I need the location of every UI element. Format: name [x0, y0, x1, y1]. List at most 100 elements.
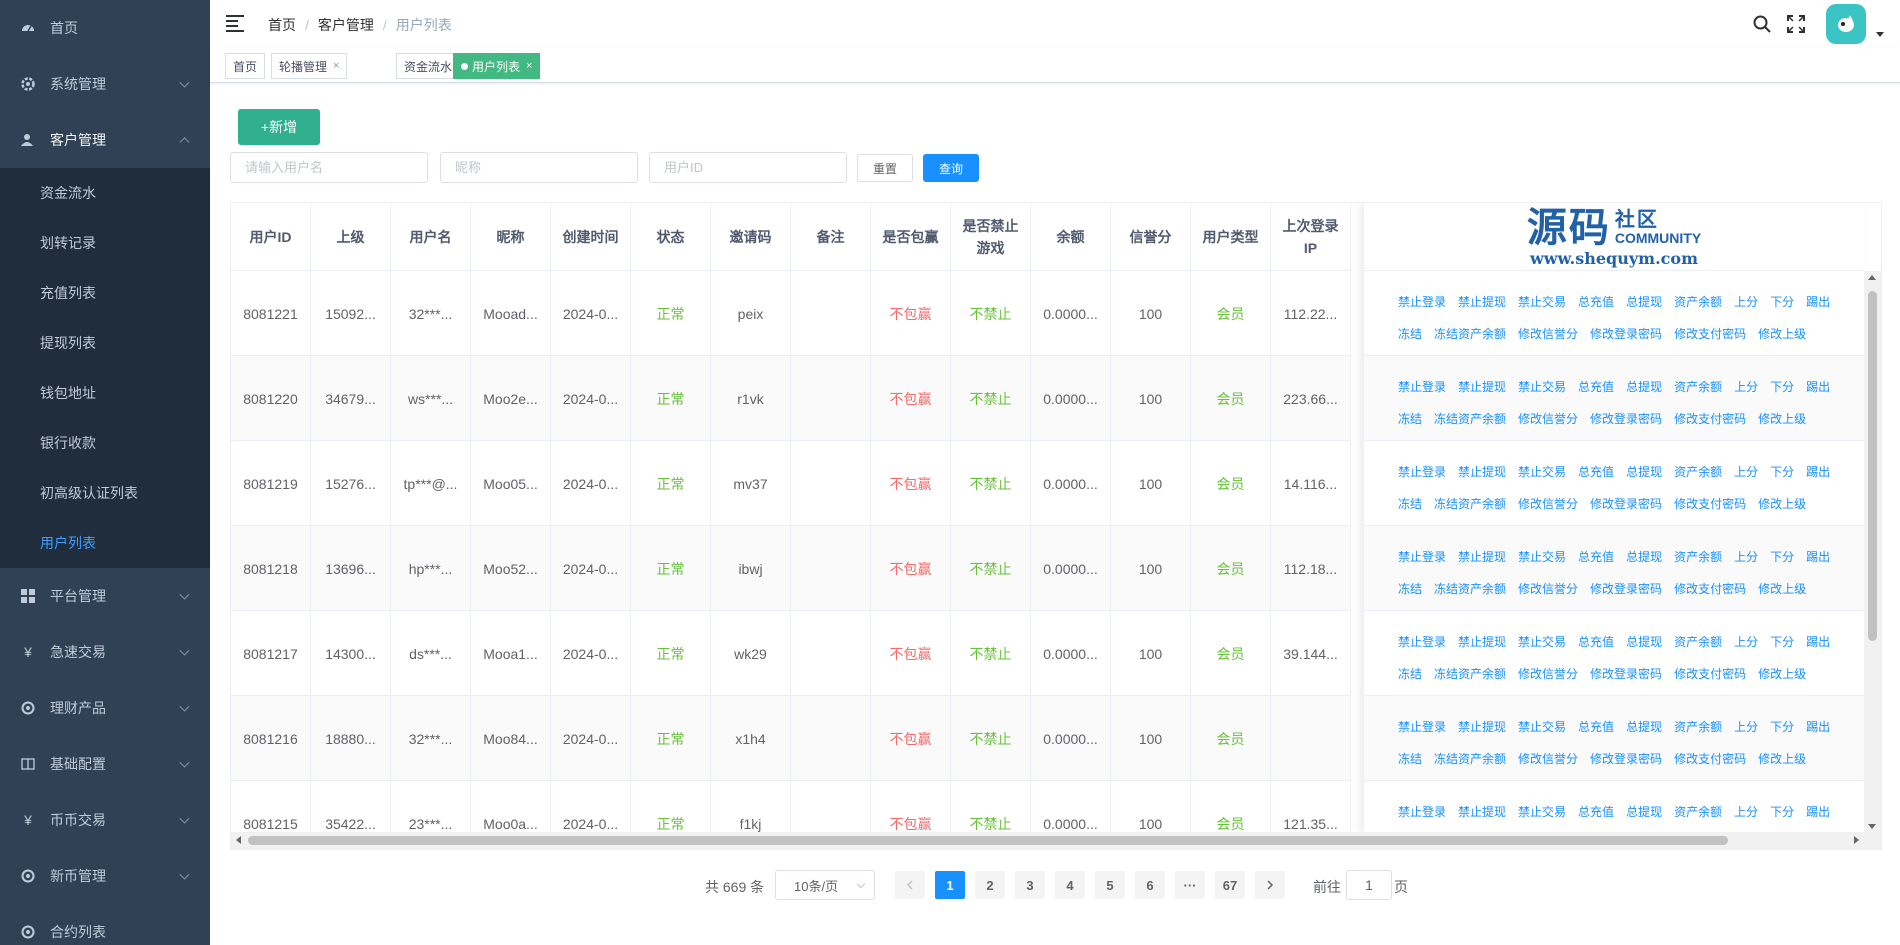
op-link[interactable]: 总提现	[1626, 379, 1663, 394]
goto-page-input[interactable]	[1346, 870, 1392, 900]
op-link[interactable]: 冻结资产余额	[1434, 666, 1507, 681]
scroll-right-icon[interactable]	[1854, 836, 1859, 844]
op-link[interactable]: 上分	[1734, 464, 1759, 479]
page-button[interactable]: 1	[935, 871, 965, 899]
op-link[interactable]: 资产余额	[1674, 464, 1723, 479]
op-link[interactable]: 修改支付密码	[1674, 751, 1747, 766]
page-button[interactable]: 2	[975, 871, 1005, 899]
op-link[interactable]: 资产余额	[1674, 804, 1723, 819]
op-link[interactable]: 总充值	[1578, 464, 1615, 479]
hamburger-icon[interactable]	[226, 15, 244, 32]
breadcrumb-customer[interactable]: 客户管理	[317, 17, 374, 33]
op-link[interactable]: 修改登录密码	[1590, 496, 1663, 511]
sidebar-subitem-bank-receipt[interactable]: 银行收款	[40, 435, 96, 451]
op-link[interactable]: 修改登录密码	[1590, 581, 1663, 596]
op-link[interactable]: 修改上级	[1758, 751, 1807, 766]
op-link[interactable]: 禁止登录	[1398, 719, 1447, 734]
op-link[interactable]: 禁止交易	[1518, 464, 1567, 479]
prev-page-button[interactable]	[895, 871, 925, 899]
op-link[interactable]: 禁止交易	[1518, 634, 1567, 649]
op-link[interactable]: 上分	[1734, 634, 1759, 649]
op-link[interactable]: 下分	[1770, 549, 1795, 564]
sidebar-subitem-withdraw-list[interactable]: 提现列表	[40, 335, 96, 351]
nickname-input[interactable]	[440, 152, 638, 183]
op-link[interactable]: 下分	[1770, 379, 1795, 394]
page-button[interactable]: 4	[1055, 871, 1085, 899]
op-link[interactable]: 禁止提现	[1458, 804, 1507, 819]
op-link[interactable]: 总充值	[1578, 804, 1615, 819]
op-link[interactable]: 修改登录密码	[1590, 411, 1663, 426]
op-link[interactable]: 踢出	[1806, 379, 1831, 394]
tag-home[interactable]: 首页	[225, 53, 266, 79]
sidebar-item-new-coin[interactable]: 新币管理	[0, 848, 210, 904]
sidebar-item-wealth-products[interactable]: 理财产品	[0, 680, 210, 736]
sidebar-subitem-verification-list[interactable]: 初高级认证列表	[40, 485, 138, 501]
op-link[interactable]: 总提现	[1626, 804, 1663, 819]
op-link[interactable]: 总提现	[1626, 294, 1663, 309]
op-link[interactable]: 修改支付密码	[1674, 326, 1747, 341]
op-link[interactable]: 冻结资产余额	[1434, 326, 1507, 341]
op-link[interactable]: 下分	[1770, 634, 1795, 649]
op-link[interactable]: 冻结资产余额	[1434, 411, 1507, 426]
op-link[interactable]: 总充值	[1578, 719, 1615, 734]
op-link[interactable]: 禁止交易	[1518, 294, 1567, 309]
op-link[interactable]: 禁止登录	[1398, 549, 1447, 564]
op-link[interactable]: 禁止交易	[1518, 379, 1567, 394]
op-link[interactable]: 冻结	[1398, 411, 1423, 426]
sidebar-subitem-wallet-address[interactable]: 钱包地址	[40, 385, 96, 401]
page-button[interactable]: ···	[1175, 871, 1205, 899]
op-link[interactable]: 修改登录密码	[1590, 751, 1663, 766]
page-button[interactable]: 67	[1215, 871, 1245, 899]
op-link[interactable]: 总提现	[1626, 549, 1663, 564]
sidebar-item-basic-config[interactable]: 基础配置	[0, 736, 210, 792]
op-link[interactable]: 冻结	[1398, 666, 1423, 681]
op-link[interactable]: 修改支付密码	[1674, 411, 1747, 426]
op-link[interactable]: 禁止提现	[1458, 464, 1507, 479]
breadcrumb-home[interactable]: 首页	[268, 17, 296, 33]
op-link[interactable]: 上分	[1734, 719, 1759, 734]
sidebar-subitem-recharge-list[interactable]: 充值列表	[40, 285, 96, 301]
op-link[interactable]: 总提现	[1626, 719, 1663, 734]
op-link[interactable]: 冻结资产余额	[1434, 496, 1507, 511]
op-link[interactable]: 修改上级	[1758, 496, 1807, 511]
op-link[interactable]: 资产余额	[1674, 294, 1723, 309]
op-link[interactable]: 禁止提现	[1458, 634, 1507, 649]
op-link[interactable]: 修改上级	[1758, 581, 1807, 596]
op-link[interactable]: 总充值	[1578, 294, 1615, 309]
op-link[interactable]: 修改支付密码	[1674, 496, 1747, 511]
op-link[interactable]: 禁止登录	[1398, 379, 1447, 394]
close-icon[interactable]: ×	[526, 60, 533, 72]
horizontal-scrollbar[interactable]	[231, 832, 1881, 849]
close-icon[interactable]: ×	[333, 60, 340, 72]
op-link[interactable]: 禁止提现	[1458, 549, 1507, 564]
sidebar-item-coin-trade[interactable]: ¥ 币币交易	[0, 792, 210, 848]
op-link[interactable]: 资产余额	[1674, 634, 1723, 649]
op-link[interactable]: 下分	[1770, 294, 1795, 309]
search-icon[interactable]	[1752, 14, 1772, 34]
tag-carousel[interactable]: 轮播管理 ×	[271, 53, 348, 79]
op-link[interactable]: 踢出	[1806, 804, 1831, 819]
page-button[interactable]: 3	[1015, 871, 1045, 899]
sidebar-item-quick-trade[interactable]: ¥ 急速交易	[0, 624, 210, 680]
op-link[interactable]: 踢出	[1806, 294, 1831, 309]
op-link[interactable]: 禁止登录	[1398, 804, 1447, 819]
add-button[interactable]: +新增	[238, 109, 320, 145]
op-link[interactable]: 踢出	[1806, 464, 1831, 479]
search-button[interactable]: 查询	[923, 154, 979, 182]
op-link[interactable]: 踢出	[1806, 634, 1831, 649]
scroll-down-icon[interactable]	[1868, 824, 1876, 829]
op-link[interactable]: 上分	[1734, 294, 1759, 309]
op-link[interactable]: 修改信誉分	[1518, 496, 1579, 511]
op-link[interactable]: 资产余额	[1674, 379, 1723, 394]
op-link[interactable]: 修改登录密码	[1590, 666, 1663, 681]
op-link[interactable]: 修改信誉分	[1518, 326, 1579, 341]
op-link[interactable]: 禁止提现	[1458, 719, 1507, 734]
scroll-left-icon[interactable]	[236, 836, 241, 844]
vertical-scroll-thumb[interactable]	[1868, 291, 1877, 641]
sidebar-item-customer[interactable]: 客户管理	[0, 112, 210, 168]
page-button[interactable]: 5	[1095, 871, 1125, 899]
op-link[interactable]: 下分	[1770, 804, 1795, 819]
op-link[interactable]: 修改上级	[1758, 411, 1807, 426]
op-link[interactable]: 禁止登录	[1398, 294, 1447, 309]
op-link[interactable]: 修改支付密码	[1674, 581, 1747, 596]
